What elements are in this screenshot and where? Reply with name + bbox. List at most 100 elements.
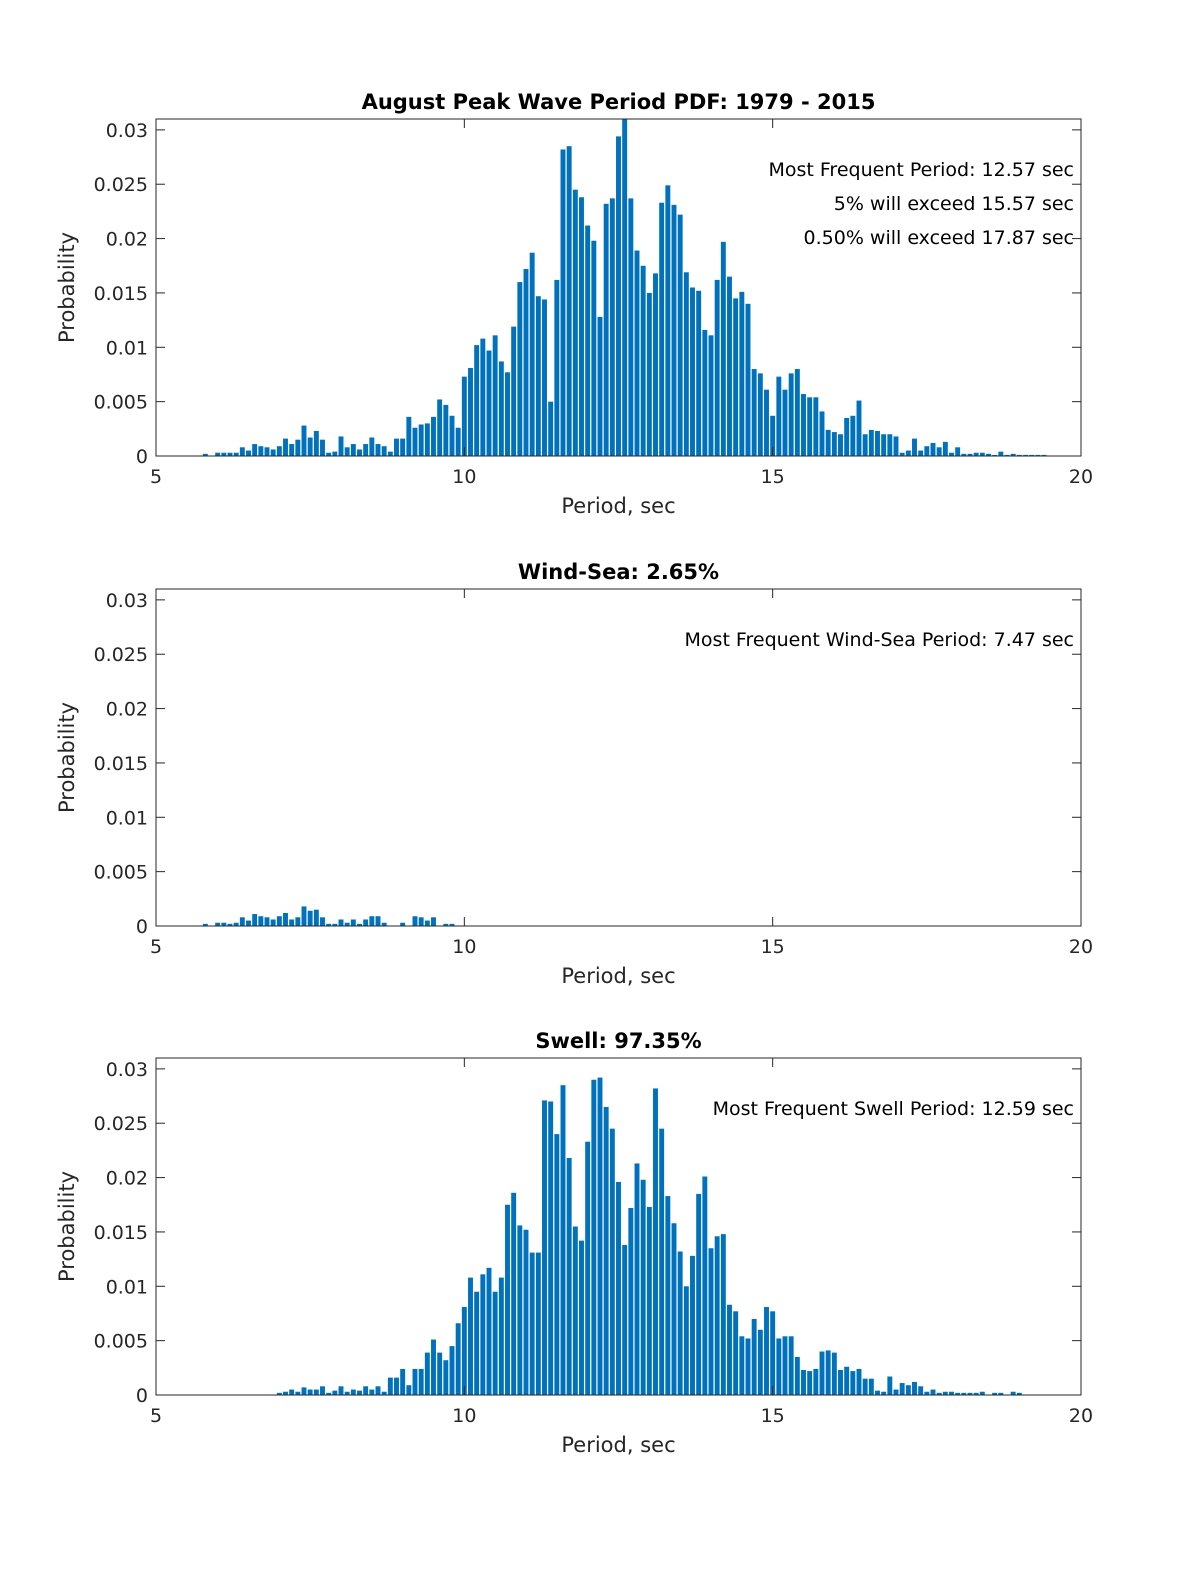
bar: [764, 389, 769, 456]
bar: [887, 1376, 893, 1395]
bar: [912, 1381, 917, 1395]
bar: [313, 909, 319, 926]
bar: [727, 1304, 732, 1395]
bar: [511, 326, 517, 456]
bar: [622, 1244, 628, 1395]
bar: [375, 916, 381, 926]
bar: [677, 214, 683, 456]
bar: [246, 920, 251, 926]
bar: [239, 917, 245, 926]
bar: [554, 279, 560, 456]
y-tick-label: 0.03: [106, 120, 148, 142]
bar: [992, 454, 998, 456]
bar: [955, 1392, 961, 1395]
bar: [770, 1311, 776, 1395]
bar: [702, 329, 708, 456]
bar: [338, 1386, 344, 1395]
bar: [492, 1291, 498, 1395]
bar: [301, 425, 307, 456]
bar: [591, 1079, 597, 1395]
bar: [307, 437, 313, 456]
bar: [764, 1306, 769, 1395]
bar: [498, 1277, 504, 1395]
bar: [924, 446, 930, 456]
bar: [628, 1208, 634, 1395]
bar: [560, 1085, 566, 1395]
chart-panel-3: 5 10 15 20 0 0.005 0.01 0.015 0.02 0.025 0.03 Swell…: [55, 1029, 1093, 1457]
bar: [1029, 454, 1035, 456]
chart-panel-2: 5 10 15 20 0 0.005 0.01 0.015 0.02 0.025 0.03 Wind-…: [55, 560, 1093, 988]
bar: [875, 431, 880, 456]
y-tick-label: 0.03: [106, 1059, 148, 1081]
bar: [918, 1386, 924, 1395]
bar: [412, 427, 418, 456]
bar: [585, 1141, 591, 1395]
bar: [628, 198, 634, 457]
bar: [264, 917, 270, 926]
bar: [640, 265, 646, 456]
bar: [326, 452, 332, 456]
y-tick-label: 0.025: [94, 174, 148, 196]
bar: [918, 450, 924, 456]
bar: [868, 1378, 874, 1395]
y-tick-label: 0.02: [106, 1168, 148, 1190]
y-tick-label: 0.01: [106, 1276, 148, 1298]
bar: [825, 429, 831, 456]
bar: [511, 1192, 517, 1395]
bar: [1035, 454, 1041, 456]
bar: [850, 1371, 856, 1395]
bar: [782, 389, 788, 456]
bar: [912, 438, 917, 456]
bar: [634, 1163, 640, 1395]
bar: [609, 1128, 615, 1395]
bar: [875, 1390, 880, 1395]
bar: [585, 225, 591, 456]
bar: [227, 923, 233, 926]
bar: [671, 204, 677, 456]
bar: [369, 437, 375, 456]
bar: [344, 447, 350, 456]
bar: [899, 1383, 905, 1395]
bar: [751, 369, 757, 456]
bar: [961, 1392, 967, 1395]
bar: [239, 447, 245, 456]
bar: [579, 1240, 584, 1395]
bar: [554, 1134, 560, 1395]
bar: [468, 1277, 473, 1395]
bar: [468, 367, 473, 456]
y-tick-label: 0.005: [94, 392, 148, 414]
bar: [363, 919, 369, 926]
bar: [381, 446, 387, 456]
bar: [307, 910, 313, 926]
bar: [967, 453, 973, 456]
bar: [770, 415, 776, 456]
bar: [233, 922, 239, 926]
bar: [955, 447, 961, 456]
bar: [949, 1391, 954, 1395]
bar: [973, 452, 979, 456]
bar: [480, 338, 486, 456]
y-tick-label: 0.02: [106, 229, 148, 251]
bar: [320, 917, 325, 926]
chart-title: August Peak Wave Period PDF: 1979 - 2015: [362, 90, 876, 114]
bar: [807, 1371, 813, 1395]
bar: [431, 1339, 436, 1395]
bar: [942, 1391, 948, 1395]
bar: [276, 446, 282, 456]
x-tick-label: 15: [761, 936, 785, 958]
bar: [480, 1274, 486, 1395]
bar: [844, 417, 850, 456]
bar: [807, 397, 813, 456]
bar: [424, 920, 430, 926]
bar: [998, 1392, 1004, 1395]
bar: [819, 411, 825, 456]
bar: [905, 450, 911, 456]
bar: [850, 415, 856, 456]
bar: [745, 303, 751, 456]
bar: [714, 1236, 720, 1395]
bar: [283, 1391, 288, 1395]
bar: [350, 444, 356, 456]
bar: [831, 1352, 837, 1395]
bar: [295, 439, 301, 456]
